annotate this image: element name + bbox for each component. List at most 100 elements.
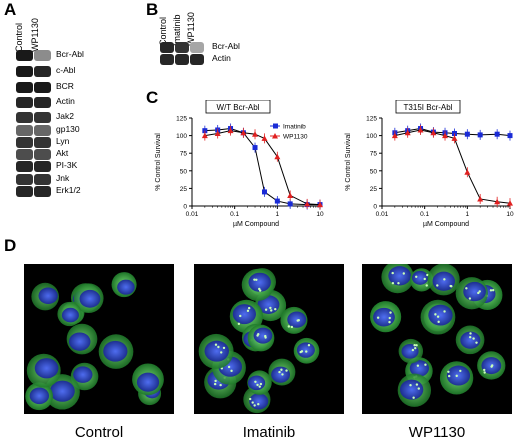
puncta xyxy=(278,370,281,374)
blot-band xyxy=(160,54,174,65)
data-point xyxy=(274,198,280,204)
puncta xyxy=(472,337,475,340)
data-point xyxy=(227,127,234,134)
y-axis-label: % Control Survival xyxy=(155,133,162,191)
nucleus xyxy=(399,379,424,400)
blot-band xyxy=(34,174,51,185)
puncta xyxy=(237,322,241,326)
x-tick-label: 10 xyxy=(506,211,514,218)
puncta xyxy=(220,351,223,354)
puncta xyxy=(239,314,242,318)
blot-row-a xyxy=(16,112,52,123)
puncta xyxy=(307,344,311,347)
puncta xyxy=(213,382,217,386)
nucleus xyxy=(388,266,411,286)
nucleus xyxy=(287,311,307,328)
legend-label: Imatinib xyxy=(283,124,306,131)
blot-row-a xyxy=(16,186,52,197)
data-point xyxy=(477,132,483,138)
data-point xyxy=(261,135,268,141)
puncta xyxy=(219,383,222,387)
puncta xyxy=(414,346,417,350)
puncta xyxy=(416,364,420,367)
legend-marker xyxy=(273,123,278,129)
data-point xyxy=(391,132,398,139)
blot-band xyxy=(16,112,33,123)
blot-band xyxy=(16,97,33,108)
blot-band xyxy=(34,186,51,197)
data-point xyxy=(477,195,484,202)
puncta xyxy=(389,311,392,314)
blot-row-label: Actin xyxy=(212,53,231,63)
puncta xyxy=(468,335,472,339)
panel-a-blot: Control WP1130 Bcr-Abl c-Abl BCR Actin Jak2 g… xyxy=(0,0,140,200)
x-axis-label: µM Compound xyxy=(233,221,279,228)
y-tick-label: 125 xyxy=(176,116,187,123)
nucleus xyxy=(460,331,481,349)
puncta xyxy=(478,290,481,293)
chart-title-box xyxy=(205,100,271,114)
nucleus xyxy=(463,281,486,302)
data-point xyxy=(417,126,424,133)
blot-row-a xyxy=(16,82,52,93)
blot-row-label: Bcr-Abl xyxy=(212,41,240,51)
nucleus xyxy=(428,304,453,326)
nucleus xyxy=(253,327,273,344)
chart-title: W/T Bcr-Abl xyxy=(217,103,260,112)
puncta xyxy=(489,289,493,292)
blot-band xyxy=(34,82,51,93)
puncta xyxy=(264,334,267,338)
puncta xyxy=(477,291,480,295)
blot-band xyxy=(16,149,33,160)
puncta xyxy=(296,319,299,322)
blot-row-label: Jak2 xyxy=(56,111,74,121)
x-tick-label: 0.01 xyxy=(186,211,199,218)
nucleus xyxy=(49,380,75,402)
puncta xyxy=(483,368,486,372)
puncta xyxy=(214,379,217,383)
puncta xyxy=(413,344,416,347)
y-tick-label: 25 xyxy=(370,186,378,193)
y-tick-label: 50 xyxy=(180,168,188,175)
blot-row-label: Erk1/2 xyxy=(56,185,81,195)
puncta xyxy=(246,309,250,313)
puncta xyxy=(257,402,260,406)
panel-label-c: C xyxy=(146,88,159,107)
y-tick-label: 100 xyxy=(366,133,377,140)
nucleus xyxy=(271,366,291,383)
blot-band xyxy=(160,42,174,53)
panel-label-b: B xyxy=(146,0,159,19)
puncta xyxy=(214,343,218,346)
micrograph-imatinib xyxy=(194,264,344,414)
data-point xyxy=(317,201,323,208)
legend-marker xyxy=(272,133,278,139)
blot-row-a xyxy=(16,66,52,77)
data-point xyxy=(430,129,437,136)
chart-title-box xyxy=(395,100,461,114)
series-line xyxy=(204,130,321,206)
panel-b-blot: Control Imatinib WP1130 Bcr-Abl Actin xyxy=(150,0,270,80)
puncta xyxy=(251,401,254,404)
blot-row-label: Bcr-Abl xyxy=(56,49,84,59)
y-tick-label: 0 xyxy=(183,204,187,211)
puncta xyxy=(424,363,427,366)
y-tick-label: 125 xyxy=(366,116,377,123)
puncta xyxy=(259,382,263,386)
puncta xyxy=(287,325,291,328)
blot-band xyxy=(16,174,33,185)
blot-band xyxy=(34,97,51,108)
puncta xyxy=(436,315,440,318)
puncta xyxy=(469,332,472,335)
nucleus xyxy=(446,365,471,386)
y-tick-label: 75 xyxy=(370,151,378,158)
series-line xyxy=(394,128,511,137)
puncta xyxy=(264,308,268,311)
puncta xyxy=(411,348,415,352)
puncta xyxy=(491,289,495,292)
blot-band xyxy=(175,42,189,53)
y-tick-label: 25 xyxy=(180,186,188,193)
blot-row-a xyxy=(16,161,52,172)
x-tick-label: 1 xyxy=(276,211,280,218)
puncta xyxy=(425,284,428,287)
blot-row-label: BCR xyxy=(56,81,74,91)
